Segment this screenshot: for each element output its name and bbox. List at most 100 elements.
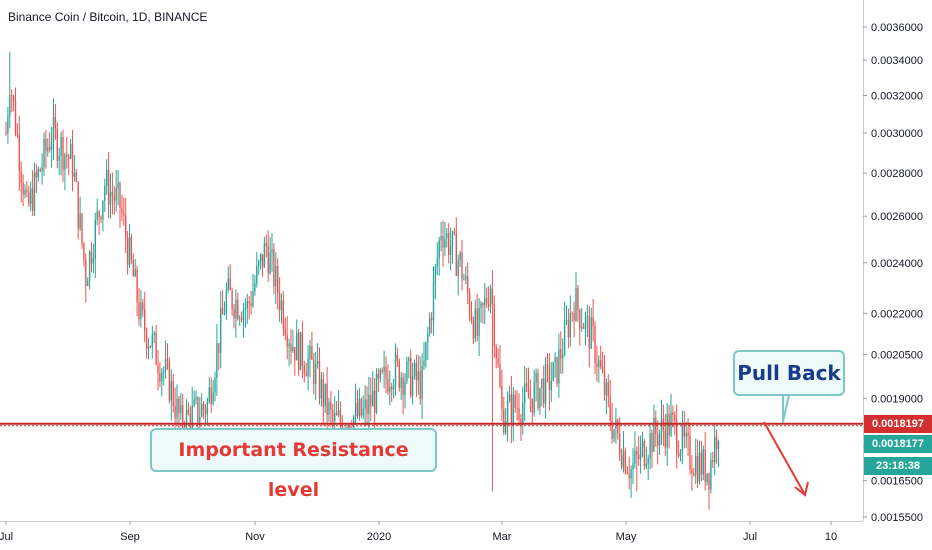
candle-body (47, 147, 49, 152)
candle-body (195, 397, 197, 400)
candle-body (212, 392, 214, 404)
candle-body (594, 326, 596, 364)
candle-body (303, 365, 305, 373)
candle-body (415, 362, 418, 381)
candle-body (316, 361, 319, 364)
candle-body (677, 453, 680, 456)
candle-body (145, 330, 148, 349)
candle-body (609, 396, 611, 421)
candle-body (453, 231, 456, 234)
candle-body (299, 332, 302, 370)
candle-body (619, 433, 621, 456)
candle-body (400, 377, 402, 388)
candle-body (495, 346, 497, 359)
candle-body (35, 172, 38, 178)
candle-body (109, 191, 112, 205)
candle-body (242, 309, 245, 321)
candle-body (436, 258, 438, 267)
candle-body (442, 236, 444, 248)
candle-body (252, 291, 254, 306)
candle-body (550, 381, 552, 390)
candle-body (290, 343, 292, 352)
candle-body (296, 332, 298, 361)
candle-body (664, 429, 666, 448)
candle-body (277, 266, 279, 294)
candle-body (514, 394, 516, 409)
candle-body (339, 410, 342, 423)
candle-body (202, 404, 205, 409)
candle-body (461, 252, 463, 280)
candle-body (313, 359, 315, 385)
candle-body (94, 219, 96, 259)
candle-body (620, 455, 623, 467)
candle-body (45, 139, 47, 152)
candle-body (87, 280, 89, 287)
candles-group (5, 51, 720, 510)
candle-body (239, 318, 241, 320)
candle-body (174, 406, 176, 418)
projection-arrow-line (763, 421, 805, 494)
candle-body (535, 373, 537, 383)
candle-body (83, 243, 85, 260)
candle-body (121, 207, 123, 214)
candle-body (617, 419, 619, 434)
resistance-annotation[interactable]: Important Resistance level (150, 428, 437, 501)
candle-body (383, 366, 385, 372)
candle-body (75, 172, 77, 182)
candle-body (484, 297, 486, 306)
y-tick-label: 0.0016500 (871, 476, 923, 488)
candle-body (603, 371, 606, 396)
candle-body (571, 313, 573, 315)
candle-body (7, 115, 9, 134)
candle-body (170, 381, 172, 401)
candle-body (427, 333, 429, 343)
candle-body (218, 343, 220, 353)
candle-body (356, 402, 359, 416)
candle-body (516, 408, 518, 410)
candle-body (710, 460, 712, 490)
candle-body (529, 398, 532, 400)
candle-body (60, 136, 62, 156)
candle-body (193, 399, 195, 406)
candle-body (440, 236, 442, 241)
candle-body (423, 360, 425, 367)
candle-body (248, 301, 250, 304)
candle-body (408, 358, 410, 362)
pullback-annotation[interactable]: Pull Back (733, 350, 845, 396)
candle-body (227, 278, 229, 290)
x-tick-label: Nov (245, 531, 265, 543)
candle-body (541, 378, 543, 388)
candle-body (432, 281, 435, 321)
candle-body (240, 318, 243, 321)
candle-body (691, 469, 693, 474)
candle-body (62, 136, 64, 170)
candle-body (489, 288, 492, 307)
candle-body (68, 156, 70, 159)
candle-body (142, 302, 144, 310)
candle-body (396, 354, 399, 361)
candle-body (638, 454, 640, 460)
candle-body (548, 365, 551, 390)
candle-body (417, 371, 419, 381)
candle-body (497, 358, 499, 364)
candle-body (98, 211, 100, 217)
y-tick-label: 0.0032000 (871, 90, 923, 102)
candle-body (14, 101, 17, 134)
candle-body (510, 394, 513, 425)
candle-body (698, 452, 701, 482)
y-tick-label: 0.0024000 (871, 258, 923, 270)
candle-body (157, 364, 159, 373)
candle-body (216, 343, 218, 378)
candle-body (92, 258, 95, 264)
candle-body (106, 170, 108, 187)
candle-body (525, 383, 528, 388)
candle-body (634, 450, 636, 464)
candle-body (113, 196, 115, 201)
candle-body (43, 139, 45, 167)
candle-body (292, 347, 294, 352)
candle-body (527, 387, 530, 399)
resistance-annotation-text: Important Resistance level (178, 439, 409, 501)
candle-body (130, 237, 133, 260)
